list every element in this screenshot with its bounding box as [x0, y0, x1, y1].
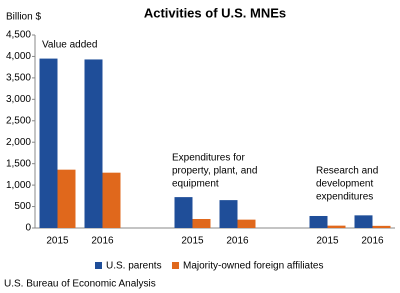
legend-label: U.S. parents: [106, 261, 162, 272]
bar: [102, 172, 121, 228]
x-tick-label: 2015: [316, 236, 339, 247]
bar: [39, 58, 58, 228]
y-tick-label: 1,500: [6, 158, 31, 169]
y-tick-label: 4,000: [6, 51, 31, 62]
bar: [372, 225, 391, 228]
annotation: Expenditures for: [172, 153, 245, 164]
y-axis-title: Billion $: [6, 12, 41, 23]
legend-label: Majority-owned foreign affiliates: [183, 261, 323, 272]
annotation: development: [316, 179, 373, 190]
annotation: Research and: [316, 166, 378, 177]
bar: [237, 219, 256, 228]
y-tick-label: 2,500: [6, 115, 31, 126]
annotation: property, plant, and: [172, 166, 257, 177]
y-tick-label: 0: [25, 223, 31, 234]
y-tick-label: 3,000: [6, 94, 31, 105]
x-tick-label: 2015: [46, 236, 69, 247]
bar: [309, 215, 328, 228]
annotation: expenditures: [316, 192, 373, 203]
x-tick-label: 2016: [361, 236, 384, 247]
y-tick-label: 1,000: [6, 180, 31, 191]
source: U.S. Bureau of Economic Analysis: [4, 279, 156, 290]
x-tick-label: 2016: [91, 236, 114, 247]
y-tick-label: 500: [14, 201, 31, 212]
bar: [84, 59, 103, 228]
bar: [327, 225, 346, 228]
chart-title: Activities of U.S. MNEs: [144, 5, 286, 20]
legend-swatch: [95, 262, 102, 269]
bar: [192, 218, 211, 228]
bar: [219, 200, 238, 228]
annotation: equipment: [172, 179, 219, 190]
bar: [174, 197, 193, 228]
annotation: Value added: [42, 40, 97, 51]
bar: [354, 215, 373, 228]
y-tick-label: 3,500: [6, 73, 31, 84]
y-tick-label: 4,500: [6, 30, 31, 41]
legend-swatch: [172, 262, 179, 269]
x-tick-label: 2016: [226, 236, 249, 247]
x-tick-label: 2015: [181, 236, 204, 247]
bar: [57, 169, 76, 228]
y-tick-label: 2,000: [6, 137, 31, 148]
